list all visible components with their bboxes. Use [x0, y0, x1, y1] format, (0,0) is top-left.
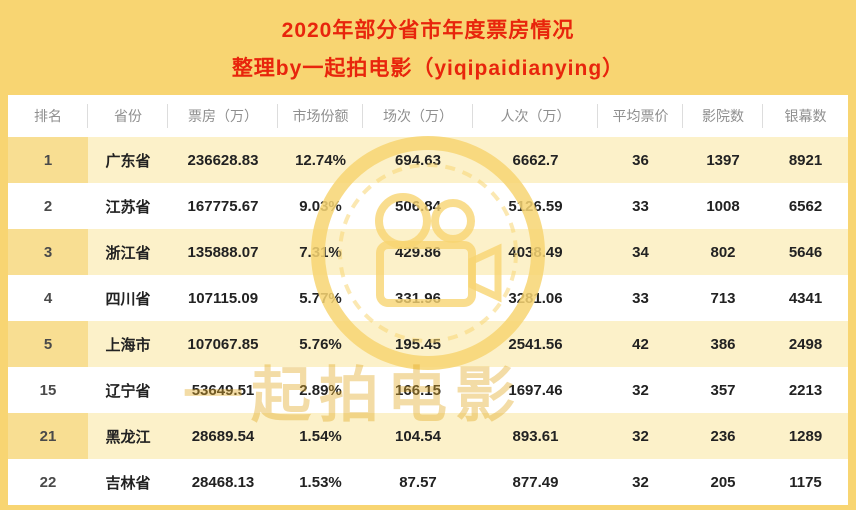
value-cell: 3281.06: [508, 289, 563, 307]
value-cell: 1289: [788, 427, 823, 445]
value-cell: 107067.85: [187, 335, 259, 353]
value-cell: 8921: [788, 151, 823, 169]
table-row: 3 浙江省 135888.07 7.31% 429.86 4038.49 34 802 5646: [8, 229, 848, 275]
value-cell: 713: [710, 289, 736, 307]
rank-cell: 5: [8, 321, 88, 367]
table-row: 2 江苏省 167775.67 9.03% 506.84 5126.59 33 1008 656…: [8, 183, 848, 229]
value-cell: 357: [710, 381, 736, 399]
value-cell: 53649.51: [191, 381, 255, 399]
rank-cell: 1: [8, 137, 88, 183]
page-subtitle: 整理by一起拍电影（yiqipaidianying）: [231, 56, 625, 80]
province-cell: 江苏省: [105, 198, 151, 216]
value-cell: 6662.7: [512, 151, 559, 169]
province-cell: 四川省: [105, 290, 151, 308]
value-cell: 9.03%: [299, 197, 342, 215]
title-block: 2020年部分省市年度票房情况 整理by一起拍电影（yiqipaidianyin…: [0, 0, 856, 95]
rank-cell: 15: [39, 381, 57, 399]
value-cell: 429.86: [395, 243, 441, 261]
value-cell: 877.49: [512, 473, 559, 491]
value-cell: 28468.13: [191, 473, 255, 491]
value-cell: 1.53%: [299, 473, 342, 491]
table-row: 21 黑龙江 28689.54 1.54% 104.54 893.61 32 236 1289: [8, 413, 848, 459]
rank-cell: 4: [43, 289, 53, 307]
value-cell: 7.31%: [299, 243, 342, 261]
table-row: 22 吉林省 28468.13 1.53% 87.57 877.49 32 205 1175: [8, 459, 848, 505]
value-cell: 6562: [788, 197, 823, 215]
rank-cell: 21: [8, 413, 88, 459]
column-header: 平均票价: [598, 95, 683, 137]
column-header: 影院数: [683, 95, 763, 137]
rank-cell: 3: [8, 229, 88, 275]
rank-cell: 2: [43, 197, 53, 215]
value-cell: 32: [632, 473, 649, 491]
column-header: 市场份额: [278, 95, 363, 137]
value-cell: 802: [710, 243, 736, 261]
value-cell: 135888.07: [187, 243, 259, 261]
value-cell: 1697.46: [508, 381, 563, 399]
value-cell: 42: [632, 335, 649, 353]
value-cell: 87.57: [399, 473, 437, 491]
province-cell: 广东省: [105, 152, 151, 170]
value-cell: 5646: [788, 243, 823, 261]
table-row: 15 辽宁省 53649.51 2.89% 166.15 1697.46 32 357 2213: [8, 367, 848, 413]
box-office-table: 排名 省份 票房（万） 市场份额 场次（万） 人次（万） 平均票价 影院数 银幕数 1 广东省 23…: [8, 95, 848, 505]
value-cell: 893.61: [512, 427, 559, 445]
column-header: 场次（万）: [363, 95, 473, 137]
value-cell: 2213: [788, 381, 823, 399]
value-cell: 4038.49: [508, 243, 563, 261]
value-cell: 34: [632, 243, 649, 261]
value-cell: 2541.56: [508, 335, 563, 353]
table-body: 1 广东省 236628.83 12.74% 694.63 6662.7 36 1397 892…: [8, 137, 848, 505]
value-cell: 506.84: [395, 197, 441, 215]
value-cell: 33: [632, 289, 649, 307]
value-cell: 1008: [706, 197, 740, 215]
value-cell: 28689.54: [191, 427, 255, 445]
table-row: 4 四川省 107115.09 5.77% 331.96 3281.06 33 713 4341: [8, 275, 848, 321]
table-header-row: 排名 省份 票房（万） 市场份额 场次（万） 人次（万） 平均票价 影院数 银幕数: [8, 95, 848, 137]
value-cell: 12.74%: [295, 151, 346, 169]
value-cell: 1397: [706, 151, 740, 169]
value-cell: 5.76%: [299, 335, 342, 353]
province-cell: 吉林省: [105, 474, 151, 492]
column-header: 银幕数: [784, 108, 827, 124]
value-cell: 205: [710, 473, 736, 491]
value-cell: 5126.59: [508, 197, 563, 215]
value-cell: 33: [632, 197, 649, 215]
value-cell: 104.54: [395, 427, 441, 445]
value-cell: 694.63: [395, 151, 441, 169]
value-cell: 236628.83: [187, 151, 259, 169]
page-title: 2020年部分省市年度票房情况: [281, 18, 575, 42]
province-cell: 上海市: [105, 336, 151, 354]
column-header: 排名: [8, 95, 88, 137]
value-cell: 36: [632, 151, 649, 169]
value-cell: 386: [710, 335, 736, 353]
table-row: 5 上海市 107067.85 5.76% 195.45 2541.56 42 386 2498: [8, 321, 848, 367]
value-cell: 4341: [788, 289, 823, 307]
rank-cell: 22: [39, 473, 57, 491]
value-cell: 107115.09: [187, 289, 259, 307]
value-cell: 1.54%: [299, 427, 342, 445]
value-cell: 236: [710, 427, 736, 445]
value-cell: 167775.67: [187, 197, 259, 215]
province-cell: 浙江省: [105, 244, 151, 262]
value-cell: 2498: [788, 335, 823, 353]
table-row: 1 广东省 236628.83 12.74% 694.63 6662.7 36 1397 892…: [8, 137, 848, 183]
value-cell: 166.15: [395, 381, 441, 399]
value-cell: 5.77%: [299, 289, 342, 307]
column-header: 票房（万）: [168, 95, 278, 137]
province-cell: 辽宁省: [105, 382, 151, 400]
value-cell: 2.89%: [299, 381, 342, 399]
value-cell: 195.45: [395, 335, 441, 353]
province-cell: 黑龙江: [105, 428, 151, 446]
value-cell: 32: [632, 381, 649, 399]
column-header: 人次（万）: [473, 95, 598, 137]
value-cell: 331.96: [395, 289, 441, 307]
value-cell: 1175: [789, 473, 822, 491]
value-cell: 32: [632, 427, 649, 445]
column-header: 省份: [88, 95, 168, 137]
